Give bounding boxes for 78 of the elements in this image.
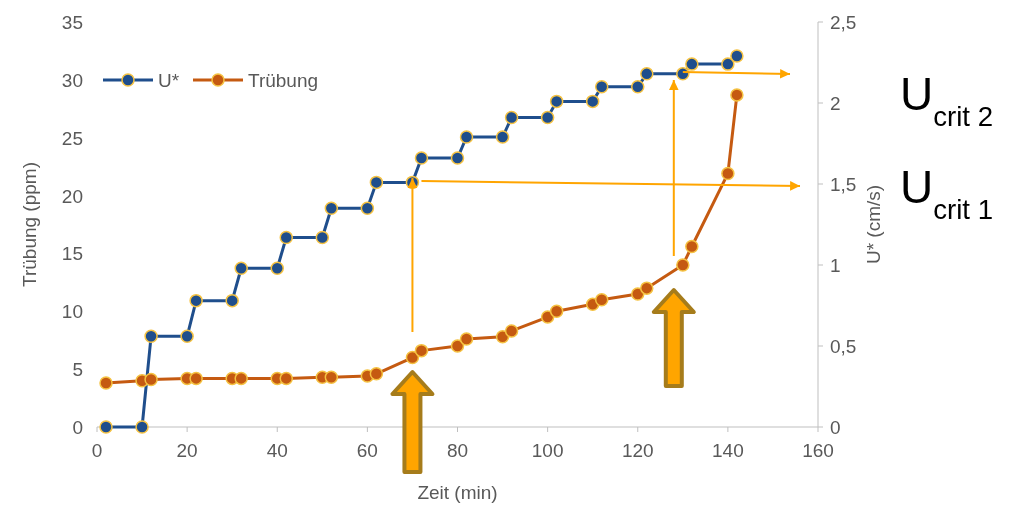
y-tick-label: 30 (61, 69, 83, 91)
legend-label: U* (158, 70, 180, 91)
point (685, 239, 699, 254)
point (189, 371, 203, 386)
point (640, 281, 654, 295)
x-tick-label: 60 (356, 440, 378, 461)
point (99, 376, 113, 390)
y-tick-label: 20 (61, 185, 83, 207)
y2-tick-label: 1,5 (830, 174, 857, 195)
x-tick-label: 160 (802, 440, 834, 461)
point (594, 80, 609, 94)
y-axis-title: Trübung (ppm) (19, 162, 40, 287)
point (549, 304, 564, 319)
point (189, 293, 203, 308)
point (631, 80, 645, 94)
point (450, 151, 465, 165)
point (459, 332, 474, 346)
point (270, 261, 284, 275)
point (495, 329, 510, 344)
y-tick-label: 15 (61, 243, 83, 265)
point (721, 57, 735, 71)
point (450, 339, 465, 353)
point (360, 201, 375, 216)
y2-tick-label: 0,5 (830, 336, 857, 357)
point (324, 201, 339, 216)
point (585, 94, 600, 109)
point (234, 371, 248, 386)
x-tick-label: 140 (712, 440, 744, 461)
point (369, 175, 384, 190)
point (279, 371, 294, 386)
y-tick-label: 35 (61, 12, 83, 33)
point (685, 57, 699, 71)
y2-tick-label: 2 (830, 93, 841, 114)
point (225, 293, 239, 308)
x-tick-label: 0 (91, 440, 103, 461)
point (324, 370, 339, 384)
point (504, 324, 519, 338)
point (594, 292, 609, 307)
x-axis-title: Zeit (min) (417, 482, 498, 503)
point (676, 258, 690, 272)
point (676, 67, 690, 81)
point (144, 329, 158, 344)
x-tick-label: 20 (176, 440, 198, 461)
point (405, 350, 420, 365)
y2-tick-label: 2,5 (830, 12, 857, 33)
point (279, 230, 294, 245)
legend-label: Trübung (248, 70, 319, 91)
point (504, 110, 519, 125)
point (135, 420, 149, 434)
y-tick-label: 0 (72, 417, 83, 438)
x-tick-label: 80 (446, 440, 469, 461)
y2-axis-title: U* (cm/s) (863, 184, 884, 265)
y2-tick-label: 1 (830, 255, 841, 276)
point (640, 67, 654, 81)
point (99, 420, 113, 434)
point (730, 49, 744, 63)
point (540, 110, 555, 125)
x-tick-label: 120 (621, 440, 654, 461)
point (234, 261, 248, 275)
text: U$_{crit 2}$ (900, 68, 994, 132)
point (495, 130, 510, 144)
text: U$_{crit 1}$ (900, 161, 994, 225)
point (414, 343, 429, 358)
x-tick-label: 100 (531, 440, 564, 461)
y-tick-label: 10 (61, 301, 83, 323)
point (144, 372, 158, 387)
point (459, 130, 474, 144)
point (414, 151, 429, 165)
y-tick-label: 25 (61, 127, 83, 149)
point (730, 88, 744, 102)
point (721, 166, 735, 181)
x-tick-label: 40 (266, 440, 288, 461)
point (549, 94, 564, 109)
point (369, 367, 384, 381)
point (180, 329, 194, 344)
point (315, 230, 330, 245)
y2-tick-label: 0 (830, 417, 841, 438)
y-tick-label: 5 (72, 359, 83, 381)
